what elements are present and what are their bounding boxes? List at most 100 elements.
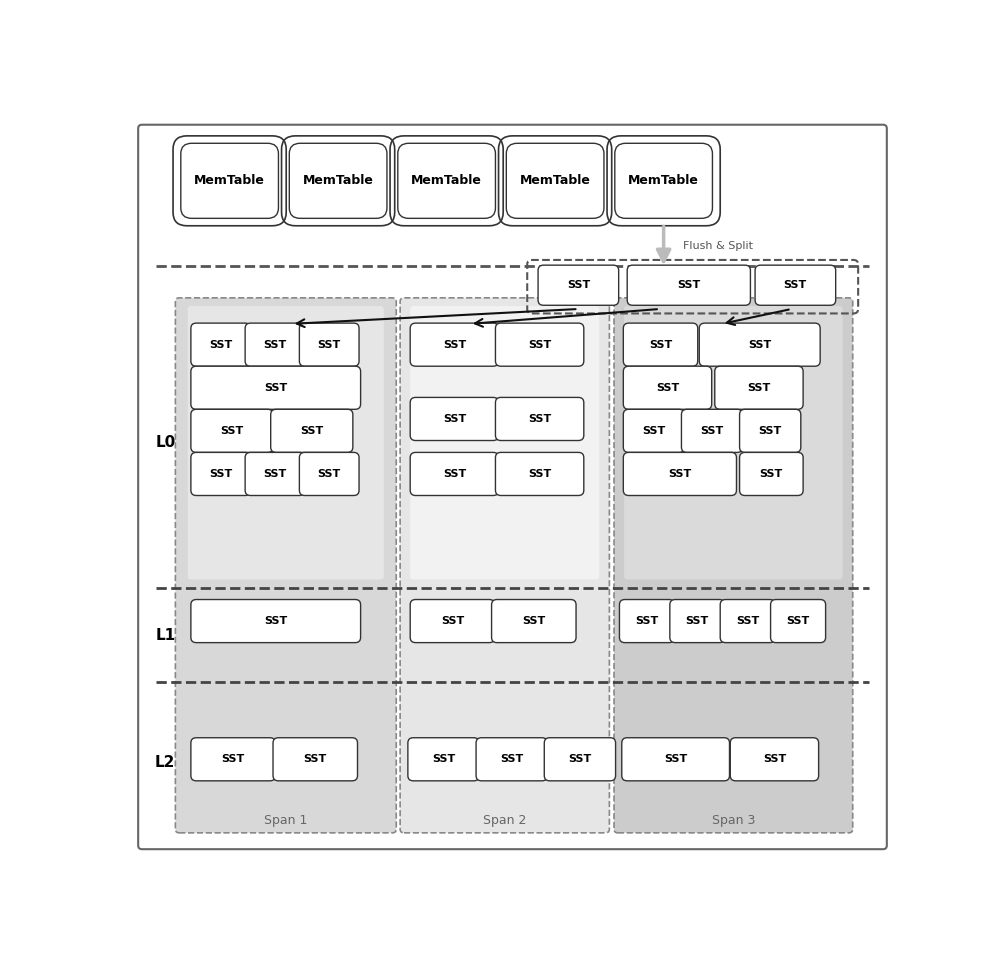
Text: SST: SST	[500, 755, 523, 764]
Text: Span 1: Span 1	[264, 813, 308, 827]
FancyBboxPatch shape	[623, 323, 698, 366]
Text: SST: SST	[528, 414, 551, 424]
FancyBboxPatch shape	[492, 599, 576, 643]
Text: SST: SST	[642, 426, 666, 436]
FancyBboxPatch shape	[400, 298, 609, 833]
FancyBboxPatch shape	[191, 737, 275, 781]
Text: MemTable: MemTable	[194, 175, 265, 187]
Text: SST: SST	[568, 755, 592, 764]
Text: SST: SST	[748, 340, 771, 349]
FancyBboxPatch shape	[191, 409, 273, 453]
Text: SST: SST	[528, 340, 551, 349]
Text: SST: SST	[209, 469, 232, 479]
Text: SST: SST	[441, 616, 464, 626]
Text: SST: SST	[443, 469, 466, 479]
Text: SST: SST	[668, 469, 692, 479]
Text: SST: SST	[664, 755, 687, 764]
FancyBboxPatch shape	[410, 323, 499, 366]
Text: L1: L1	[155, 628, 175, 644]
Text: SST: SST	[736, 616, 759, 626]
FancyBboxPatch shape	[273, 737, 358, 781]
Text: SST: SST	[677, 280, 700, 290]
FancyBboxPatch shape	[538, 265, 619, 305]
FancyBboxPatch shape	[495, 453, 584, 495]
Text: SST: SST	[264, 616, 287, 626]
FancyBboxPatch shape	[245, 453, 305, 495]
FancyBboxPatch shape	[619, 599, 674, 643]
Text: SST: SST	[300, 426, 323, 436]
FancyBboxPatch shape	[730, 737, 819, 781]
Text: SST: SST	[318, 340, 341, 349]
Text: SST: SST	[263, 340, 287, 349]
FancyBboxPatch shape	[398, 143, 495, 218]
Text: SST: SST	[686, 616, 709, 626]
Text: SST: SST	[784, 280, 807, 290]
FancyBboxPatch shape	[188, 306, 384, 579]
FancyBboxPatch shape	[175, 298, 396, 833]
Text: SST: SST	[760, 469, 783, 479]
FancyBboxPatch shape	[755, 265, 836, 305]
Text: SST: SST	[432, 755, 455, 764]
FancyBboxPatch shape	[410, 599, 495, 643]
FancyBboxPatch shape	[771, 599, 826, 643]
FancyBboxPatch shape	[699, 323, 820, 366]
Text: Span 3: Span 3	[712, 813, 755, 827]
FancyBboxPatch shape	[544, 737, 616, 781]
Text: SST: SST	[567, 280, 590, 290]
Text: SST: SST	[209, 340, 232, 349]
FancyBboxPatch shape	[191, 453, 251, 495]
FancyBboxPatch shape	[299, 453, 359, 495]
Text: SST: SST	[263, 469, 287, 479]
Text: SST: SST	[649, 340, 672, 349]
FancyBboxPatch shape	[495, 398, 584, 440]
FancyBboxPatch shape	[191, 366, 361, 409]
FancyBboxPatch shape	[681, 409, 743, 453]
Text: SST: SST	[220, 426, 244, 436]
FancyBboxPatch shape	[740, 453, 803, 495]
FancyBboxPatch shape	[715, 366, 803, 409]
FancyBboxPatch shape	[191, 323, 251, 366]
FancyBboxPatch shape	[627, 265, 750, 305]
FancyBboxPatch shape	[624, 306, 843, 579]
FancyBboxPatch shape	[245, 323, 305, 366]
Text: Span 2: Span 2	[483, 813, 526, 827]
Text: SST: SST	[221, 755, 245, 764]
Text: SST: SST	[656, 383, 679, 393]
FancyBboxPatch shape	[495, 323, 584, 366]
Text: SST: SST	[264, 383, 287, 393]
FancyBboxPatch shape	[410, 398, 499, 440]
FancyBboxPatch shape	[720, 599, 775, 643]
Text: SST: SST	[528, 469, 551, 479]
Text: SST: SST	[522, 616, 545, 626]
Text: Flush & Split: Flush & Split	[683, 241, 753, 251]
Text: SST: SST	[759, 426, 782, 436]
FancyBboxPatch shape	[506, 143, 604, 218]
FancyBboxPatch shape	[408, 737, 479, 781]
FancyBboxPatch shape	[476, 737, 547, 781]
Text: SST: SST	[700, 426, 724, 436]
Text: SST: SST	[443, 414, 466, 424]
FancyBboxPatch shape	[299, 323, 359, 366]
FancyBboxPatch shape	[410, 453, 499, 495]
Text: SST: SST	[318, 469, 341, 479]
FancyBboxPatch shape	[740, 409, 801, 453]
FancyBboxPatch shape	[623, 366, 712, 409]
Text: MemTable: MemTable	[303, 175, 374, 187]
Text: MemTable: MemTable	[520, 175, 591, 187]
FancyBboxPatch shape	[271, 409, 353, 453]
FancyBboxPatch shape	[191, 599, 361, 643]
FancyBboxPatch shape	[181, 143, 278, 218]
FancyBboxPatch shape	[138, 124, 887, 849]
Text: SST: SST	[786, 616, 810, 626]
FancyBboxPatch shape	[614, 298, 853, 833]
Text: SST: SST	[747, 383, 771, 393]
FancyBboxPatch shape	[410, 306, 599, 579]
FancyBboxPatch shape	[623, 453, 736, 495]
FancyBboxPatch shape	[289, 143, 387, 218]
Text: SST: SST	[443, 340, 466, 349]
FancyBboxPatch shape	[670, 599, 725, 643]
FancyBboxPatch shape	[622, 737, 730, 781]
FancyBboxPatch shape	[615, 143, 712, 218]
Text: MemTable: MemTable	[411, 175, 482, 187]
Text: SST: SST	[635, 616, 659, 626]
